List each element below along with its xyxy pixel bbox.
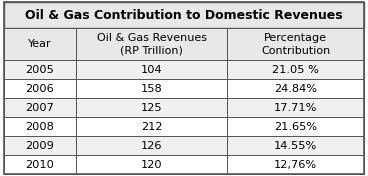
Bar bbox=[227, 98, 364, 117]
Bar bbox=[76, 117, 227, 136]
Bar bbox=[4, 136, 76, 155]
Text: 21.05 %: 21.05 % bbox=[272, 65, 319, 75]
Text: 14.55%: 14.55% bbox=[274, 141, 318, 151]
Bar bbox=[4, 60, 76, 79]
Bar bbox=[76, 79, 227, 98]
Text: 21.65%: 21.65% bbox=[274, 122, 317, 132]
Bar bbox=[4, 155, 76, 174]
Bar bbox=[4, 98, 76, 117]
Bar bbox=[4, 2, 364, 29]
Text: 2010: 2010 bbox=[25, 160, 54, 170]
Text: 17.71%: 17.71% bbox=[274, 103, 318, 113]
Bar bbox=[227, 79, 364, 98]
Text: Oil & Gas Revenues
(RP Trillion): Oil & Gas Revenues (RP Trillion) bbox=[96, 33, 206, 56]
Text: 2006: 2006 bbox=[25, 84, 54, 94]
Text: 12,76%: 12,76% bbox=[274, 160, 317, 170]
Text: 212: 212 bbox=[141, 122, 162, 132]
Text: 158: 158 bbox=[141, 84, 162, 94]
Bar bbox=[4, 117, 76, 136]
Text: 2007: 2007 bbox=[25, 103, 54, 113]
Bar bbox=[76, 29, 227, 60]
Text: 2008: 2008 bbox=[25, 122, 54, 132]
Bar bbox=[227, 29, 364, 60]
Bar bbox=[76, 136, 227, 155]
Text: 126: 126 bbox=[141, 141, 162, 151]
Bar bbox=[4, 29, 76, 60]
Text: 2009: 2009 bbox=[25, 141, 54, 151]
Text: Percentage
Contribution: Percentage Contribution bbox=[261, 33, 330, 56]
Bar bbox=[227, 136, 364, 155]
Bar bbox=[4, 79, 76, 98]
Bar bbox=[76, 98, 227, 117]
Text: 104: 104 bbox=[141, 65, 162, 75]
Text: 2005: 2005 bbox=[25, 65, 54, 75]
Bar bbox=[76, 60, 227, 79]
Bar bbox=[227, 60, 364, 79]
Bar bbox=[227, 155, 364, 174]
Text: 24.84%: 24.84% bbox=[274, 84, 317, 94]
Text: Year: Year bbox=[28, 39, 52, 49]
Text: Oil & Gas Contribution to Domestic Revenues: Oil & Gas Contribution to Domestic Reven… bbox=[25, 9, 343, 22]
Text: 120: 120 bbox=[141, 160, 162, 170]
Text: 125: 125 bbox=[141, 103, 162, 113]
Bar bbox=[76, 155, 227, 174]
Bar bbox=[227, 117, 364, 136]
